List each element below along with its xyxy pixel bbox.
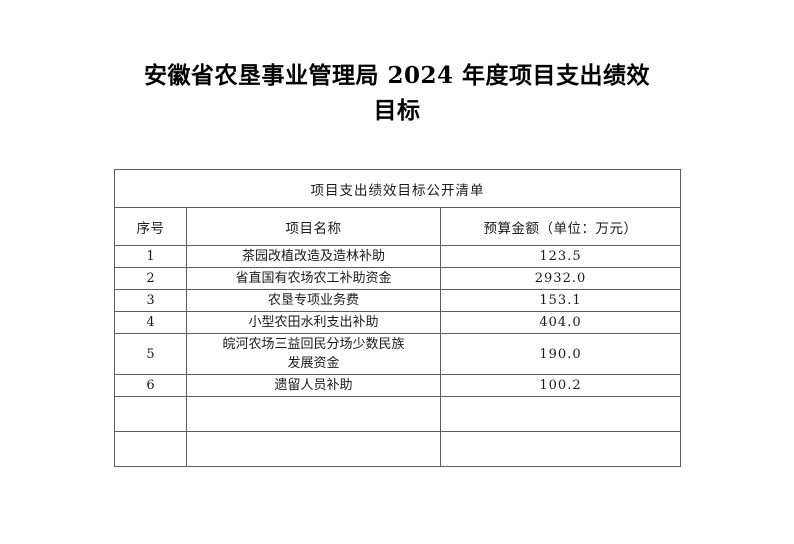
cell-name: 皖河农场三益回民分场少数民族 发展资金 — [186, 333, 441, 375]
table-row: 3 农垦专项业务费 153.1 — [114, 289, 681, 312]
cell-seq: 6 — [114, 374, 187, 397]
column-header-amount: 预算金额（单位：万元） — [440, 207, 681, 246]
table-row: 6 遗留人员补助 100.2 — [114, 374, 681, 397]
cell-name: 省直国有农场农工补助资金 — [186, 267, 441, 290]
cell-amount: 2932.0 — [440, 267, 681, 290]
page-title-line-1: 安徽省农垦事业管理局 2024 年度项目支出绩效 — [143, 62, 651, 89]
cell-seq: 1 — [114, 245, 187, 268]
cell-seq — [114, 396, 187, 432]
performance-target-table: 项目支出绩效目标公开清单 序号 项目名称 预算金额（单位：万元） 1 茶园改植改… — [114, 169, 681, 467]
page-title-line-2: 目标 — [373, 97, 421, 124]
cell-amount — [440, 396, 681, 432]
cell-name: 茶园改植改造及造林补助 — [186, 245, 441, 268]
cell-name — [186, 431, 441, 467]
cell-amount: 404.0 — [440, 311, 681, 334]
table-caption-row: 项目支出绩效目标公开清单 — [114, 169, 681, 208]
page-title: 安徽省农垦事业管理局 2024 年度项目支出绩效 目标 — [120, 58, 674, 128]
table-row: 2 省直国有农场农工补助资金 2932.0 — [114, 267, 681, 290]
cell-name: 农垦专项业务费 — [186, 289, 441, 312]
table-caption: 项目支出绩效目标公开清单 — [114, 169, 681, 208]
cell-amount: 153.1 — [440, 289, 681, 312]
cell-seq — [114, 431, 187, 467]
table-header-row: 序号 项目名称 预算金额（单位：万元） — [114, 207, 681, 246]
cell-amount: 190.0 — [440, 333, 681, 375]
cell-name: 小型农田水利支出补助 — [186, 311, 441, 334]
cell-amount — [440, 431, 681, 467]
cell-name: 遗留人员补助 — [186, 374, 441, 397]
cell-name-line-2: 发展资金 — [287, 356, 340, 371]
cell-amount: 100.2 — [440, 374, 681, 397]
cell-seq: 3 — [114, 289, 187, 312]
table-row: 4 小型农田水利支出补助 404.0 — [114, 311, 681, 334]
table-row-empty — [114, 396, 681, 432]
column-header-name: 项目名称 — [186, 207, 441, 246]
cell-seq: 4 — [114, 311, 187, 334]
table-row: 1 茶园改植改造及造林补助 123.5 — [114, 245, 681, 268]
table-row-empty — [114, 431, 681, 467]
column-header-seq: 序号 — [114, 207, 187, 246]
cell-name — [186, 396, 441, 432]
table-row: 5 皖河农场三益回民分场少数民族 发展资金 190.0 — [114, 333, 681, 375]
cell-name-line-1: 皖河农场三益回民分场少数民族 — [222, 337, 405, 352]
cell-amount: 123.5 — [440, 245, 681, 268]
performance-target-table-wrap: 项目支出绩效目标公开清单 序号 项目名称 预算金额（单位：万元） 1 茶园改植改… — [114, 169, 681, 467]
cell-seq: 2 — [114, 267, 187, 290]
cell-seq: 5 — [114, 333, 187, 375]
